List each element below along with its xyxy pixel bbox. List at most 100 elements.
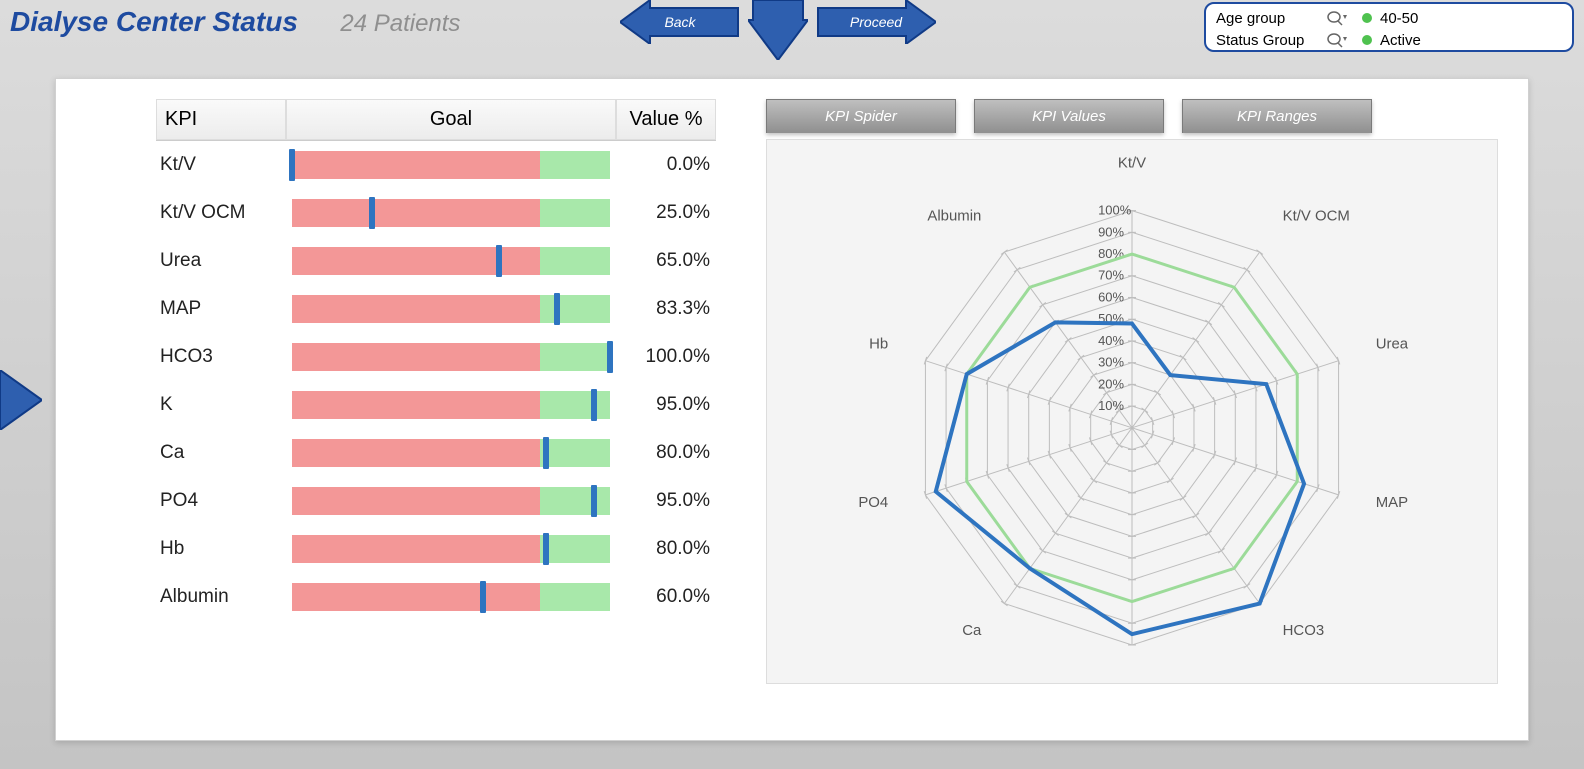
kpi-row: Kt/V OCM 25.0% bbox=[156, 189, 716, 237]
kpi-marker bbox=[554, 293, 560, 325]
status-bullet-icon bbox=[1362, 35, 1372, 45]
kpi-goal-bar bbox=[286, 243, 616, 279]
radar-chart: 10%20%30%40%50%60%70%80%90%100%Kt/VKt/V … bbox=[766, 139, 1498, 684]
kpi-goal-bar bbox=[286, 147, 616, 183]
kpi-marker bbox=[480, 581, 486, 613]
kpi-marker bbox=[607, 341, 613, 373]
kpi-name: MAP bbox=[156, 298, 286, 320]
kpi-row: MAP 83.3% bbox=[156, 285, 716, 333]
svg-text:10%: 10% bbox=[1098, 398, 1124, 413]
kpi-name: Ca bbox=[156, 442, 286, 464]
kpi-goal-bar bbox=[286, 291, 616, 327]
kpi-marker bbox=[369, 197, 375, 229]
kpi-value: 95.0% bbox=[616, 394, 716, 416]
kpi-value: 25.0% bbox=[616, 202, 716, 224]
filter-dropdown-icon[interactable] bbox=[1326, 10, 1354, 26]
kpi-goal-bar bbox=[286, 483, 616, 519]
kpi-marker bbox=[591, 389, 597, 421]
filter-row: Status Group Active bbox=[1216, 29, 1562, 51]
col-header-value: Value % bbox=[616, 99, 716, 140]
kpi-table: KPI Goal Value % Kt/V0.0% Kt/V OCM 25.0% Ur… bbox=[156, 99, 716, 725]
kpi-value: 95.0% bbox=[616, 490, 716, 512]
kpi-value: 0.0% bbox=[616, 154, 716, 176]
back-label: Back bbox=[664, 14, 695, 30]
kpi-marker bbox=[289, 149, 295, 181]
kpi-value: 65.0% bbox=[616, 250, 716, 272]
page-title: Dialyse Center Status bbox=[10, 6, 298, 38]
filter-dropdown-icon[interactable] bbox=[1326, 32, 1354, 48]
kpi-marker bbox=[496, 245, 502, 277]
main-panel: KPI Goal Value % Kt/V0.0%Kt/V OCM25.0%Ur… bbox=[55, 78, 1529, 741]
down-indicator bbox=[748, 0, 808, 60]
tab-strip: KPI Spider KPI Values KPI Ranges bbox=[766, 99, 1498, 133]
patient-count: 24 Patients bbox=[340, 10, 460, 38]
caret-right-icon bbox=[0, 370, 42, 430]
kpi-row: HCO3 100.0% bbox=[156, 333, 716, 381]
col-header-goal: Goal bbox=[286, 99, 616, 140]
svg-text:60%: 60% bbox=[1098, 289, 1124, 304]
kpi-marker bbox=[543, 533, 549, 565]
kpi-table-header: KPI Goal Value % bbox=[156, 99, 716, 141]
kpi-row: Albumin 60.0% bbox=[156, 573, 716, 621]
kpi-row: Hb 80.0% bbox=[156, 525, 716, 573]
svg-text:Kt/V OCM: Kt/V OCM bbox=[1283, 207, 1350, 224]
filter-value: 40-50 bbox=[1380, 10, 1418, 27]
side-caret bbox=[0, 370, 42, 435]
svg-text:Urea: Urea bbox=[1376, 336, 1409, 353]
status-bullet-icon bbox=[1362, 13, 1372, 23]
tab-kpi-values[interactable]: KPI Values bbox=[974, 99, 1164, 133]
kpi-value: 60.0% bbox=[616, 586, 716, 608]
svg-text:PO4: PO4 bbox=[858, 494, 888, 511]
tab-kpi-ranges[interactable]: KPI Ranges bbox=[1182, 99, 1372, 133]
kpi-name: Hb bbox=[156, 538, 286, 560]
svg-text:70%: 70% bbox=[1098, 268, 1124, 283]
kpi-value: 100.0% bbox=[616, 346, 716, 368]
kpi-goal-bar bbox=[286, 435, 616, 471]
kpi-value: 80.0% bbox=[616, 538, 716, 560]
svg-text:30%: 30% bbox=[1098, 355, 1124, 370]
kpi-name: PO4 bbox=[156, 490, 286, 512]
kpi-row: K 95.0% bbox=[156, 381, 716, 429]
svg-text:90%: 90% bbox=[1098, 224, 1124, 239]
kpi-value: 80.0% bbox=[616, 442, 716, 464]
svg-text:HCO3: HCO3 bbox=[1283, 622, 1325, 639]
kpi-name: HCO3 bbox=[156, 346, 286, 368]
svg-text:20%: 20% bbox=[1098, 376, 1124, 391]
svg-text:Hb: Hb bbox=[869, 336, 888, 353]
nav-center: Back Proceed bbox=[620, 0, 936, 60]
kpi-goal-bar bbox=[286, 195, 616, 231]
kpi-name: K bbox=[156, 394, 286, 416]
filter-row: Age group 40-50 bbox=[1216, 7, 1562, 29]
top-bar: Dialyse Center Status 24 Patients Back P… bbox=[0, 0, 1584, 60]
kpi-goal-bar bbox=[286, 387, 616, 423]
kpi-name: Urea bbox=[156, 250, 286, 272]
kpi-goal-bar bbox=[286, 339, 616, 375]
filter-label: Status Group bbox=[1216, 32, 1326, 49]
chart-zone: KPI Spider KPI Values KPI Ranges 10% 20% 30%… bbox=[716, 99, 1498, 725]
kpi-row: Urea 65.0% bbox=[156, 237, 716, 285]
svg-text:40%: 40% bbox=[1098, 333, 1124, 348]
svg-text:Ca: Ca bbox=[962, 622, 982, 639]
kpi-name: Kt/V OCM bbox=[156, 202, 286, 224]
svg-text:100%: 100% bbox=[1098, 203, 1132, 218]
kpi-goal-bar bbox=[286, 579, 616, 615]
filter-box: Age group 40-50 Status Group Active bbox=[1204, 2, 1574, 52]
proceed-button[interactable]: Proceed bbox=[816, 0, 936, 44]
kpi-marker bbox=[591, 485, 597, 517]
kpi-value: 83.3% bbox=[616, 298, 716, 320]
svg-text:MAP: MAP bbox=[1376, 494, 1408, 511]
tab-kpi-spider[interactable]: KPI Spider bbox=[766, 99, 956, 133]
back-button[interactable]: Back bbox=[620, 0, 740, 44]
kpi-row: PO4 95.0% bbox=[156, 477, 716, 525]
svg-text:Albumin: Albumin bbox=[927, 207, 981, 224]
kpi-row: Kt/V0.0% bbox=[156, 141, 716, 189]
kpi-goal-bar bbox=[286, 531, 616, 567]
kpi-marker bbox=[543, 437, 549, 469]
svg-text:Kt/V: Kt/V bbox=[1118, 155, 1146, 172]
proceed-label: Proceed bbox=[850, 14, 902, 30]
arrow-down-icon bbox=[748, 0, 808, 60]
filter-label: Age group bbox=[1216, 10, 1326, 27]
filter-value: Active bbox=[1380, 32, 1421, 49]
col-header-kpi: KPI bbox=[156, 99, 286, 140]
kpi-name: Albumin bbox=[156, 586, 286, 608]
